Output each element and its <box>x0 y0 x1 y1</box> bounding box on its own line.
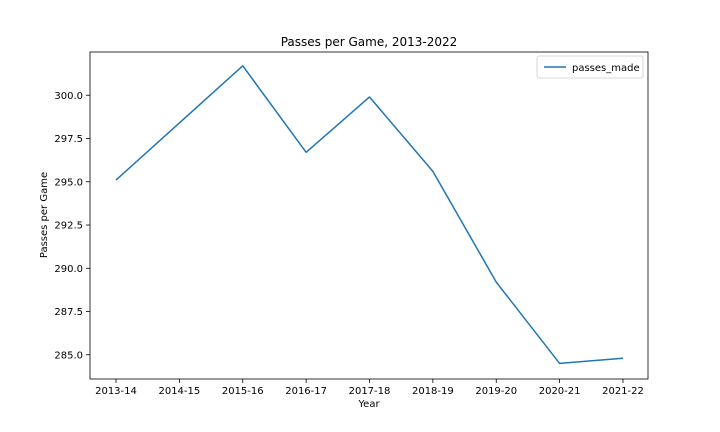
y-tick-label: 295.0 <box>54 177 83 188</box>
legend-label: passes_made <box>572 63 640 74</box>
y-tick-label: 285.0 <box>54 350 83 361</box>
series-layer <box>115 65 624 365</box>
y-tick-label: 297.5 <box>54 134 83 145</box>
x-tick-label: 2016-17 <box>285 386 327 397</box>
x-tick-label: 2015-16 <box>222 386 264 397</box>
x-tick-label: 2017-18 <box>349 386 391 397</box>
y-tick-label: 290.0 <box>54 264 83 275</box>
x-axis: 2013-14 2014-15 2015-16 2016-17 2017-18 2018-… <box>95 379 644 397</box>
x-tick-label: 2014-15 <box>158 386 200 397</box>
x-tick-label: 2021-22 <box>602 386 644 397</box>
x-tick-label: 2020-21 <box>539 386 581 397</box>
y-tick-label: 287.5 <box>54 307 83 318</box>
plot-area <box>89 51 649 380</box>
x-tick-label: 2013-14 <box>95 386 137 397</box>
y-axis-title: Passes per Game <box>39 172 50 258</box>
chart-title: Passes per Game, 2013-2022 <box>281 35 458 49</box>
y-axis: 285.0 287.5 290.0 292.5 295.0 297.5 300.0 <box>54 91 90 361</box>
x-axis-title: Year <box>357 399 380 410</box>
x-tick-label: 2019-20 <box>475 386 517 397</box>
legend-box <box>536 55 644 79</box>
x-tick-label: 2018-19 <box>412 386 454 397</box>
y-tick-label: 292.5 <box>54 221 83 232</box>
y-tick-label: 300.0 <box>54 91 83 102</box>
legend: passes_made <box>536 55 644 79</box>
